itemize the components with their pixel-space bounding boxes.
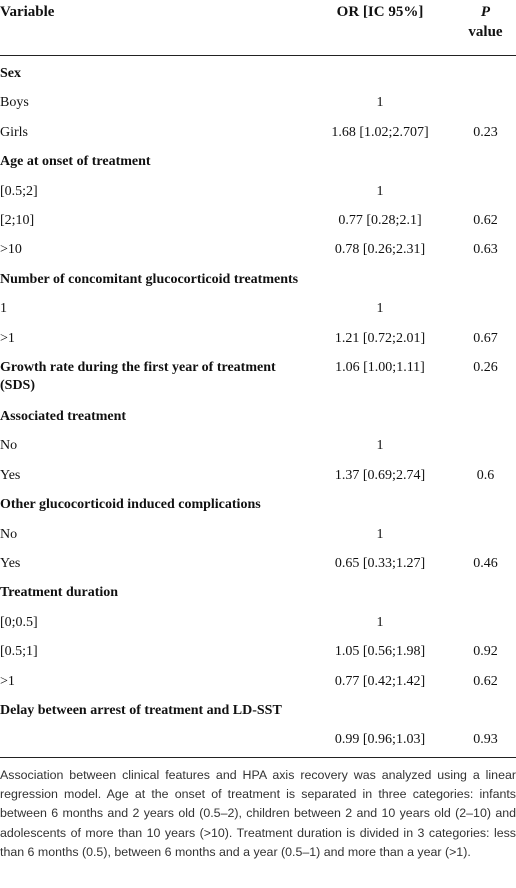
- p-value: 0.93: [473, 732, 498, 748]
- p-value: 0.23: [473, 124, 498, 140]
- header-p-rest: value: [468, 24, 503, 40]
- header-p: P value: [455, 2, 516, 42]
- odds-ratio: 1.21 [0.72;2.01]: [334, 330, 426, 346]
- odds-ratio: 1.37 [0.69;2.74]: [334, 467, 426, 483]
- header-p-symbol: P: [480, 4, 491, 20]
- bottom-rule: [0, 757, 516, 758]
- odds-ratio: 1: [376, 183, 384, 199]
- odds-ratio: 0.78 [0.26;2.31]: [334, 242, 426, 258]
- p-value: 0.62: [473, 673, 498, 689]
- odds-ratio: 0.77 [0.42;1.42]: [334, 673, 426, 689]
- section-label: Associated treatment: [0, 409, 127, 424]
- caption: Association between clinical features an…: [0, 768, 516, 859]
- odds-ratio: 1.05 [0.56;1.98]: [334, 644, 426, 660]
- odds-ratio: 1.68 [1.02;2.707]: [331, 124, 429, 140]
- p-value: 0.6: [476, 467, 495, 483]
- odds-ratio: 1: [376, 614, 384, 630]
- section-label: Number of concomitant glucocorticoid tre…: [0, 271, 299, 287]
- row-label: Girls: [0, 124, 28, 140]
- section-label: Treatment duration: [0, 585, 119, 601]
- row-label: >10: [0, 242, 22, 258]
- row-label: Boys: [0, 95, 29, 111]
- row-label: Yes: [0, 467, 21, 483]
- odds-ratio: 0.65 [0.33;1.27]: [334, 556, 426, 571]
- row-label: 1: [0, 301, 7, 317]
- row-label: [2;10]: [0, 213, 35, 228]
- section-label: Growth rate during the first year of tre…: [0, 360, 276, 393]
- row-label: No: [0, 526, 18, 542]
- odds-ratio: 1: [376, 95, 384, 111]
- section-label: Delay between arrest of treatment and LD…: [0, 703, 282, 718]
- row-label: [0;0.5]: [0, 614, 38, 630]
- header-variable: Variable: [0, 4, 55, 20]
- p-value: 0.26: [473, 360, 498, 375]
- row-label: >1: [0, 673, 15, 689]
- header-or: OR [IC 95%]: [336, 4, 424, 20]
- section-label: Sex: [0, 66, 21, 81]
- row-label: [0.5;2]: [0, 183, 38, 199]
- p-value: 0.63: [473, 242, 498, 258]
- row-label: Yes: [0, 556, 21, 571]
- p-value: 0.46: [473, 556, 498, 571]
- section-label: Other glucocorticoid induced complicatio…: [0, 497, 261, 513]
- p-value: 0.62: [473, 213, 498, 228]
- p-value: 0.67: [473, 330, 498, 346]
- odds-ratio: 0.99 [0.96;1.03]: [334, 732, 426, 748]
- odds-ratio: 1: [376, 438, 384, 454]
- header-rule: [0, 55, 516, 56]
- odds-ratio: 1: [376, 526, 384, 542]
- odds-ratio: 1: [376, 301, 384, 317]
- row-label: [0.5;1]: [0, 644, 38, 660]
- row-label: >1: [0, 330, 15, 346]
- p-value: 0.92: [473, 644, 498, 660]
- section-label: Age at onset of treatment: [0, 154, 151, 170]
- row-label: No: [0, 438, 18, 454]
- odds-ratio: 0.77 [0.28;2.1]: [338, 213, 422, 228]
- odds-ratio: 1.06 [1.00;1.11]: [335, 360, 425, 375]
